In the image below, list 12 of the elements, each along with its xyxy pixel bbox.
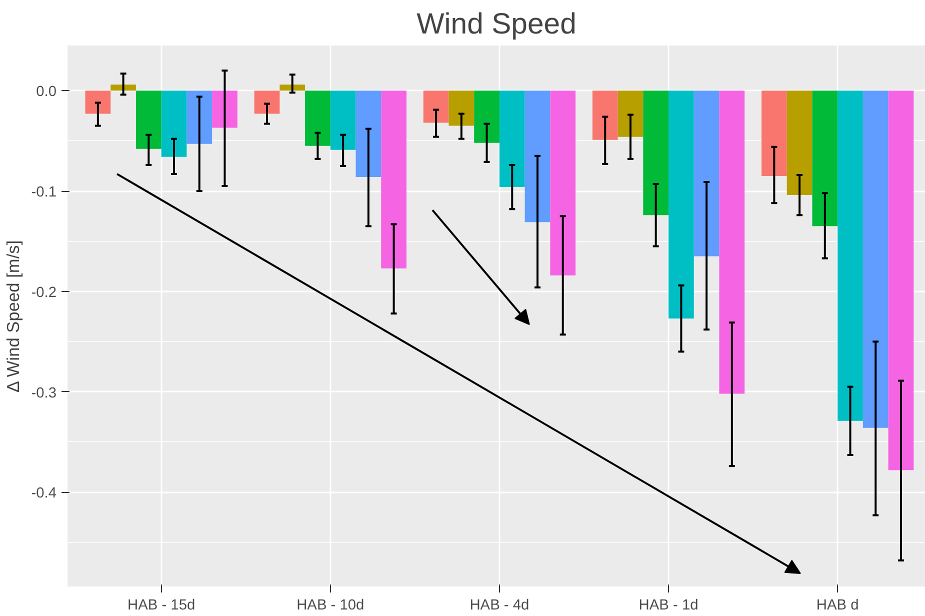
x-tick-label: HAB - 1d [638, 598, 698, 614]
y-tick-label: -0.4 [31, 486, 57, 502]
y-tick-label: -0.3 [31, 385, 57, 402]
y-tick-label: -0.2 [31, 284, 57, 301]
chart-title: Wind Speed [416, 8, 576, 40]
y-axis-title: Δ Wind Speed [m/s] [3, 240, 24, 393]
x-tick-label: HAB - 4d [470, 598, 530, 614]
x-tick-label: HAB - 10d [296, 598, 364, 614]
y-tick-label: -0.1 [31, 184, 57, 201]
y-tick-label: 0.0 [36, 84, 56, 100]
x-tick-label: HAB d [816, 598, 859, 614]
x-tick-label: HAB - 15d [128, 598, 196, 614]
